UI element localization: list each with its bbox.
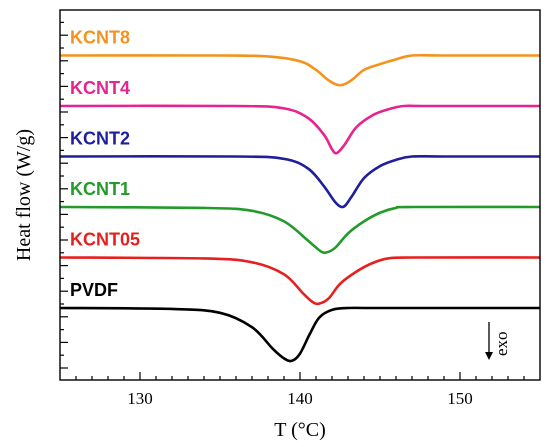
series-label-kcnt8: KCNT8 bbox=[70, 28, 130, 48]
x-tick-label: 140 bbox=[287, 389, 313, 408]
series-line-kcnt05 bbox=[59, 256, 541, 306]
series-label-kcnt05: KCNT05 bbox=[70, 230, 140, 250]
x-axis-label: T (°C) bbox=[274, 419, 326, 441]
series-label-kcnt4: KCNT4 bbox=[70, 78, 130, 98]
x-axis-ticks: 130 140 150 bbox=[75, 372, 525, 408]
series-line-kcnt8 bbox=[59, 53, 540, 87]
series-label-kcnt1: KCNT1 bbox=[70, 179, 130, 199]
series-line-kcnt2 bbox=[59, 154, 540, 209]
series-layer: KCNT8 KCNT4 KCNT2 KCNT1 KCNT05 PVDF bbox=[59, 28, 541, 363]
y-axis-label: Heat flow (W/g) bbox=[13, 129, 35, 261]
exo-label: exo bbox=[492, 331, 511, 356]
series-line-kcnt1 bbox=[59, 205, 541, 254]
y-axis-ticks bbox=[60, 21, 68, 369]
exo-arrow-head bbox=[485, 352, 493, 360]
plot-frame bbox=[59, 9, 541, 381]
series-line-pvdf bbox=[59, 306, 540, 363]
x-tick-label: 150 bbox=[447, 389, 473, 408]
series-label-kcnt2: KCNT2 bbox=[70, 129, 130, 149]
x-tick-label: 130 bbox=[127, 389, 153, 408]
series-label-pvdf: PVDF bbox=[70, 280, 118, 300]
exo-annotation: exo bbox=[485, 322, 511, 360]
series-line-kcnt4 bbox=[59, 104, 540, 155]
